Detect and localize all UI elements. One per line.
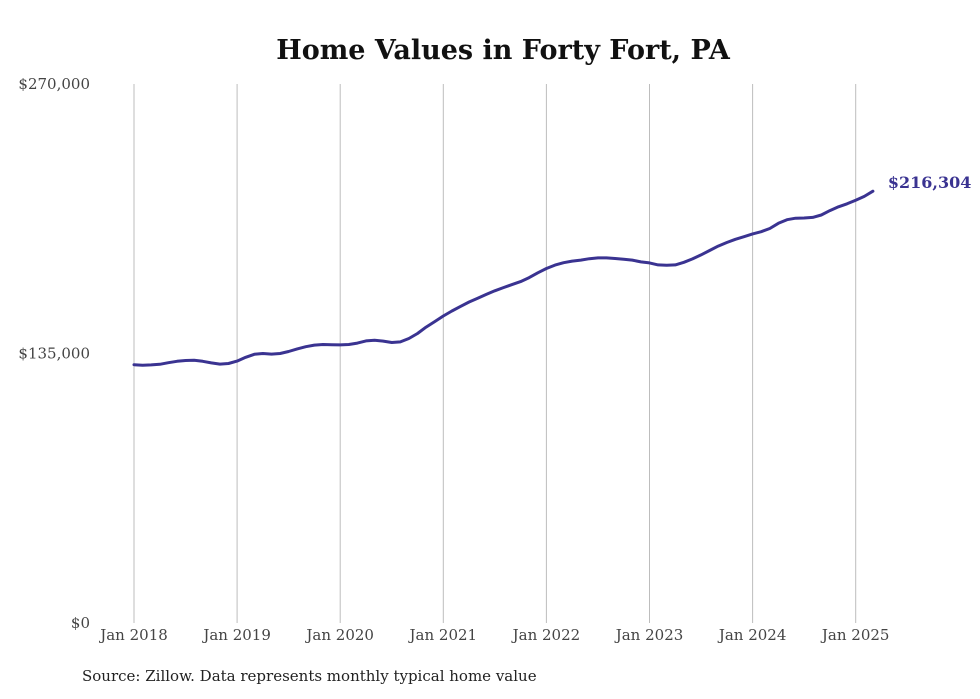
x-tick-label: Jan 2022 [511, 626, 581, 644]
x-tick-label: Jan 2018 [98, 626, 168, 644]
y-tick-label: $270,000 [18, 75, 90, 93]
y-tick-label: $135,000 [18, 345, 90, 363]
x-tick-label: Jan 2024 [717, 626, 787, 644]
x-tick-label: Jan 2025 [820, 626, 890, 644]
y-tick-label: $0 [71, 614, 90, 632]
series-line [132, 189, 875, 367]
x-tick-label: Jan 2019 [201, 626, 271, 644]
x-tick-label: Jan 2021 [408, 626, 478, 644]
chart-title: Home Values in Forty Fort, PA [276, 35, 731, 66]
grid-lines [133, 84, 857, 623]
x-tick-label: Jan 2020 [304, 626, 374, 644]
end-value-label: $216,304 [888, 173, 972, 192]
y-axis: $270,000 $135,000 $0 [18, 75, 90, 632]
source-note: Source: Zillow. Data represents monthly … [82, 667, 537, 685]
x-tick-label: Jan 2023 [614, 626, 684, 644]
x-axis: Jan 2018 Jan 2019 Jan 2020 Jan 2021 Jan 2022… [98, 626, 889, 644]
